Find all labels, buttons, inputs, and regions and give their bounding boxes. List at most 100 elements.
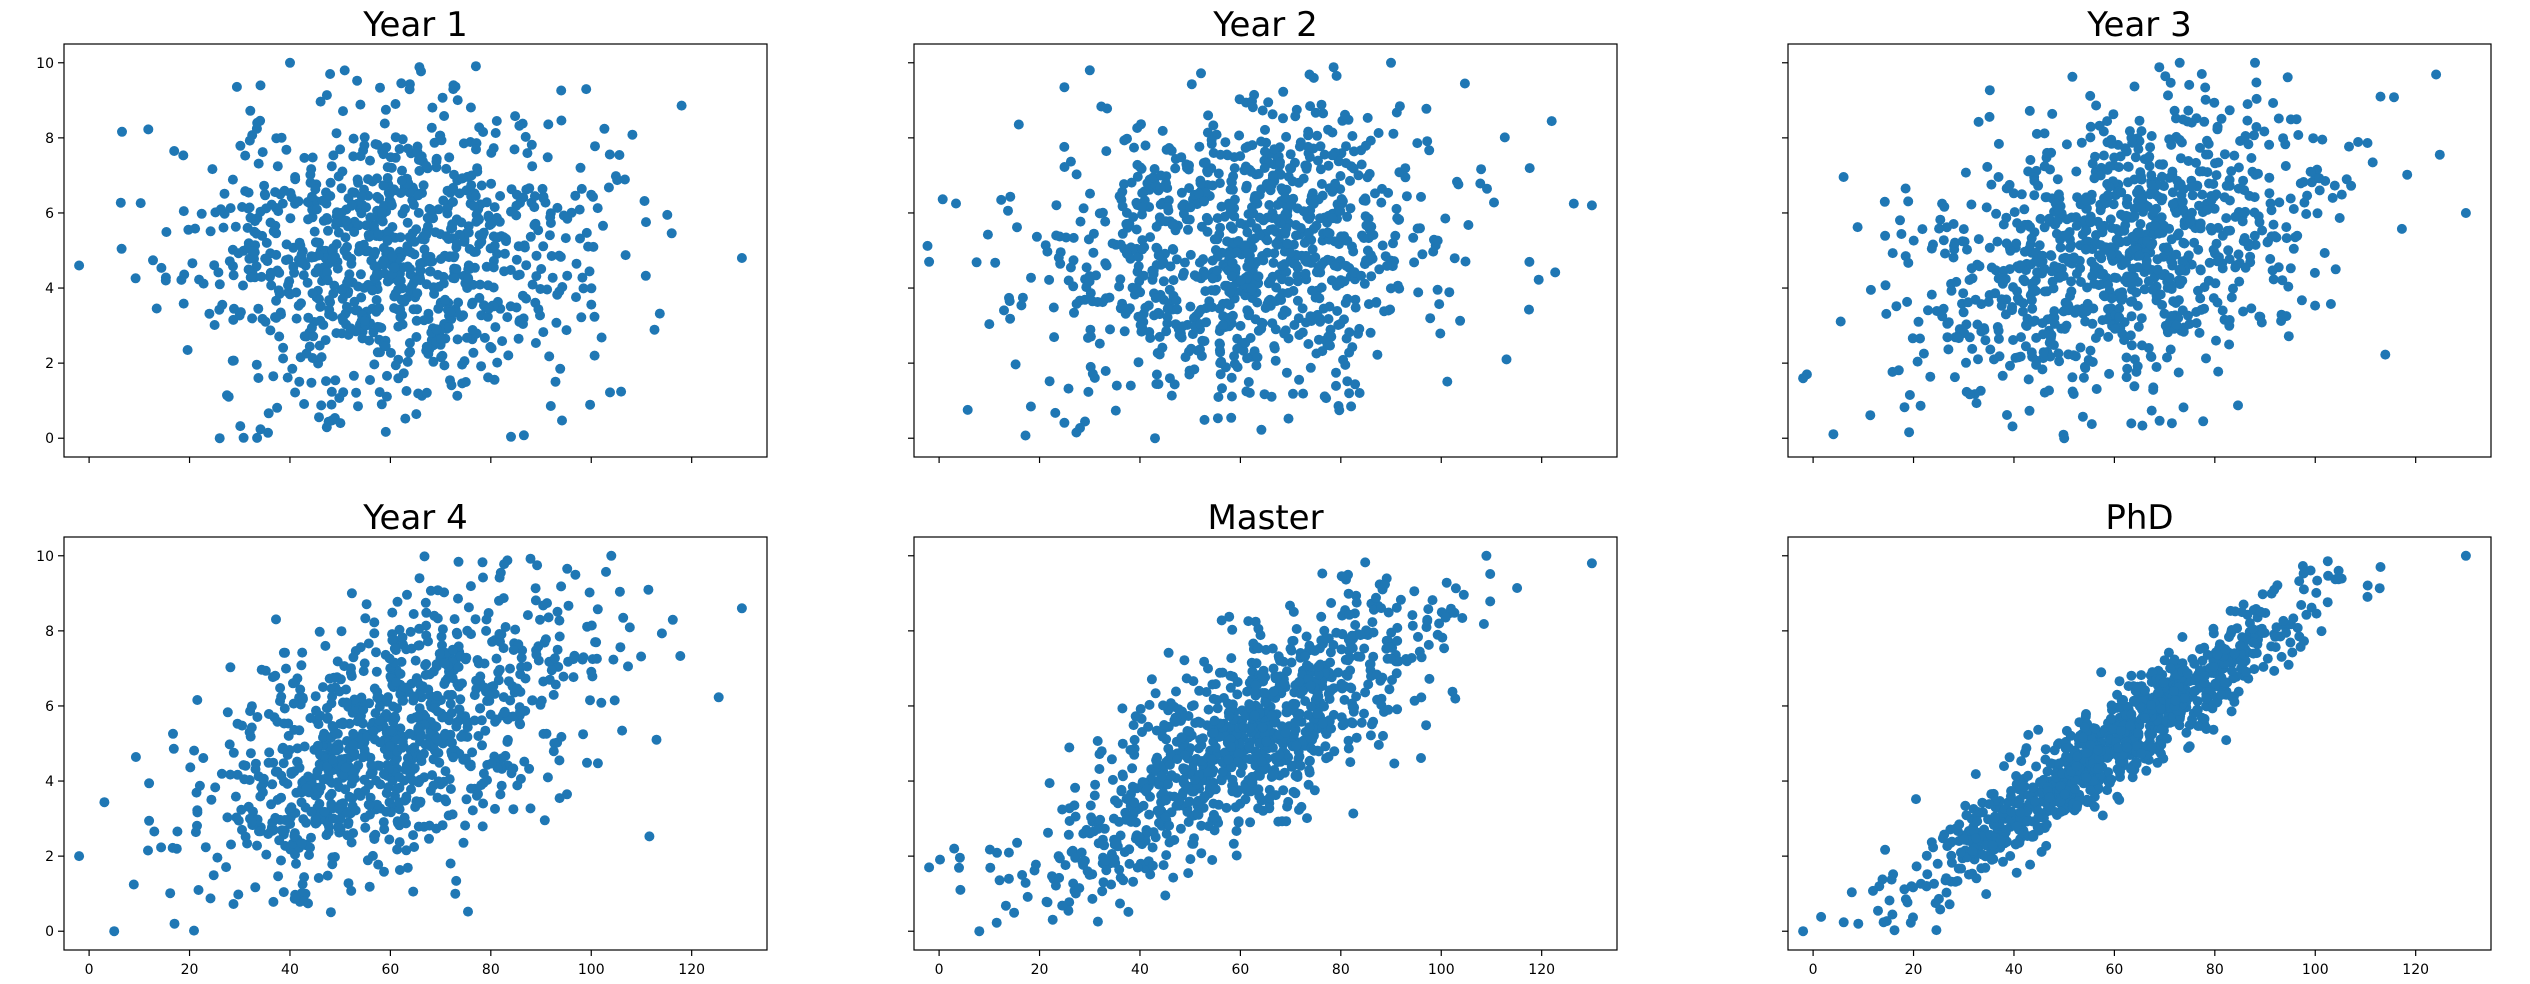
data-point — [560, 233, 571, 244]
data-point — [571, 258, 582, 269]
data-point — [444, 252, 454, 263]
data-point — [1084, 65, 1095, 76]
data-point — [1828, 429, 1839, 440]
data-point — [1401, 191, 1412, 202]
data-point — [675, 651, 686, 661]
data-point — [1193, 308, 1204, 319]
data-point — [581, 227, 592, 238]
data-point — [506, 431, 516, 442]
data-point — [984, 844, 995, 855]
data-point — [1291, 624, 1302, 634]
data-point — [2083, 355, 2094, 365]
data-point — [421, 230, 432, 240]
data-point — [1184, 214, 1195, 225]
data-point — [1212, 695, 1223, 705]
data-point — [1353, 328, 1363, 339]
data-point — [400, 413, 411, 424]
data-point — [525, 803, 536, 814]
data-point — [627, 129, 638, 140]
data-point — [502, 312, 513, 323]
data-point — [1057, 804, 1068, 815]
data-point — [476, 361, 487, 372]
data-point — [1313, 155, 1323, 166]
data-point — [1089, 790, 1100, 801]
data-point — [1059, 141, 1070, 152]
data-point — [2076, 137, 2087, 148]
data-point — [1232, 362, 1243, 373]
data-point — [533, 304, 544, 315]
data-point — [608, 654, 619, 665]
data-point — [2131, 366, 2142, 377]
data-point — [1392, 622, 1403, 633]
data-point — [385, 725, 396, 736]
data-point — [654, 308, 665, 319]
data-point — [1346, 401, 1357, 412]
data-point — [328, 672, 339, 683]
data-point — [130, 752, 141, 762]
data-point — [519, 756, 530, 767]
data-point — [1183, 224, 1193, 235]
data-point — [1439, 643, 1450, 654]
data-point — [214, 304, 225, 315]
data-point — [2156, 195, 2167, 206]
data-point — [1195, 178, 1206, 189]
data-point — [1210, 742, 1221, 753]
data-point — [1130, 711, 1141, 722]
data-point — [37, 151, 47, 161]
data-point — [401, 791, 412, 802]
data-point — [189, 925, 199, 936]
data-point — [2167, 187, 2178, 198]
data-point — [1164, 820, 1175, 831]
data-point — [1212, 265, 1222, 276]
data-point — [515, 669, 526, 680]
data-point — [2179, 238, 2190, 249]
data-point — [1138, 800, 1149, 811]
data-point — [1107, 774, 1118, 785]
data-point — [1115, 898, 1125, 909]
data-point — [2305, 166, 2316, 177]
data-point — [2106, 293, 2117, 304]
data-point — [2240, 131, 2251, 141]
y-tick-label: 8 — [45, 624, 54, 640]
panel-year-3: Year 3 — [1782, 5, 2492, 463]
data-point — [296, 249, 307, 260]
data-point — [412, 676, 423, 687]
data-point — [453, 662, 464, 672]
data-point — [1144, 809, 1155, 820]
data-point — [1076, 847, 1087, 858]
data-point — [271, 249, 282, 260]
data-point — [474, 292, 485, 303]
data-point — [2121, 210, 2132, 221]
data-point — [922, 240, 933, 251]
data-point — [1215, 358, 1226, 369]
data-point — [525, 231, 536, 242]
data-point — [2111, 273, 2122, 283]
data-point — [1317, 568, 1328, 579]
data-point — [515, 706, 526, 717]
data-point — [433, 748, 444, 758]
data-point — [1312, 130, 1323, 141]
data-point — [463, 602, 474, 613]
data-point — [1110, 405, 1121, 416]
data-point — [322, 712, 333, 723]
data-point — [1053, 851, 1064, 862]
data-point — [1383, 607, 1394, 618]
data-point — [109, 926, 120, 937]
data-point — [1137, 235, 1148, 246]
data-point — [2314, 173, 2325, 184]
data-point — [2008, 282, 2019, 293]
data-point — [2223, 245, 2234, 256]
data-point — [467, 299, 477, 310]
data-point — [397, 632, 408, 643]
data-point — [555, 363, 566, 374]
data-point — [1176, 187, 1187, 198]
data-point — [1160, 812, 1171, 822]
data-point — [1213, 168, 1224, 179]
data-point — [1360, 557, 1371, 568]
data-point — [1568, 198, 1579, 209]
data-point — [1938, 235, 1949, 246]
data-point — [1175, 823, 1186, 834]
data-point — [676, 100, 687, 111]
data-point — [304, 850, 314, 860]
data-point — [2309, 267, 2320, 278]
